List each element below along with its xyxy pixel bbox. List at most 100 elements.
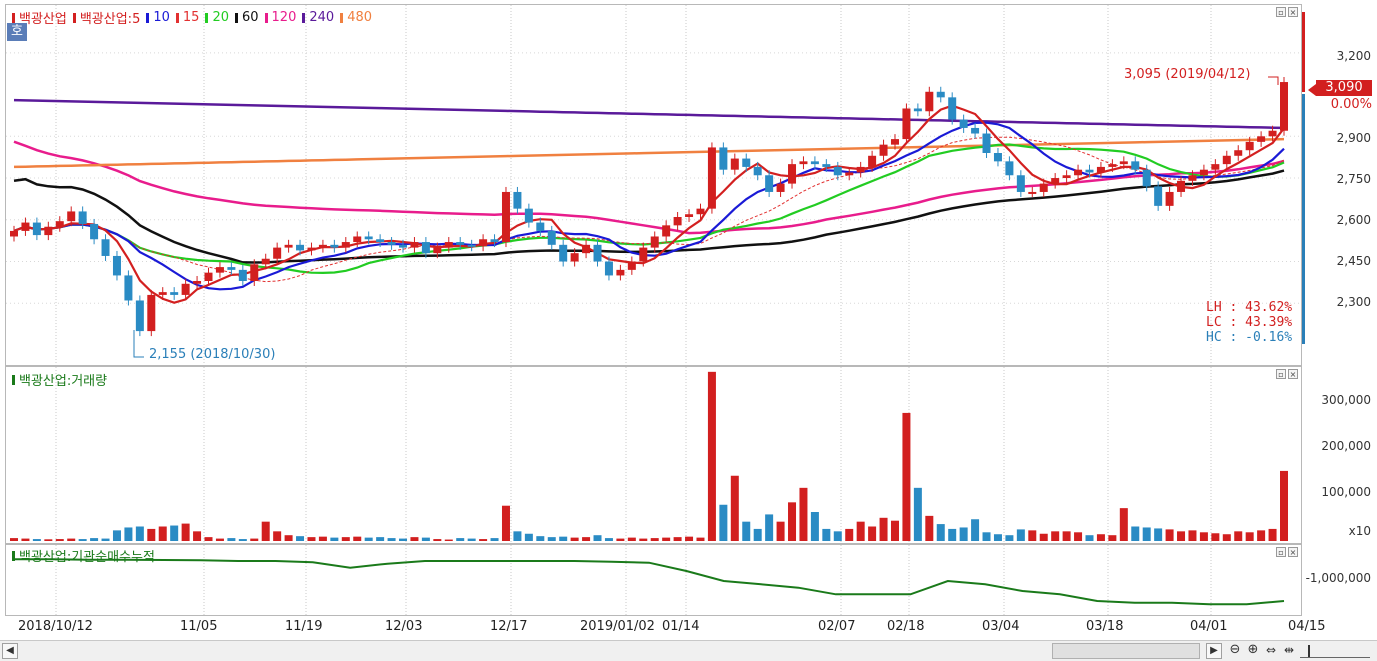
price-axis-line-blue [1302, 94, 1305, 344]
candle-body [913, 108, 922, 112]
legend-marker [12, 12, 15, 23]
price-panel-window-buttons: ▫ × [1276, 7, 1298, 17]
candle-body [1245, 141, 1254, 151]
volume-tick: 100,000 [1321, 485, 1371, 499]
volume-legend-marker [12, 374, 15, 385]
close-icon[interactable]: × [1288, 7, 1298, 17]
candle-body [879, 144, 888, 156]
candle-body [250, 264, 259, 281]
candle-body [158, 292, 167, 295]
fit-arrows-icon[interactable]: ⇔ [1265, 643, 1277, 657]
legend-label: 120 [271, 10, 297, 25]
volume-bar [788, 502, 797, 541]
candle-body [112, 255, 121, 276]
candle-body [170, 292, 179, 295]
reset-icon[interactable]: ⇹ [1283, 643, 1295, 657]
candle-body [101, 239, 110, 256]
candle-body [845, 172, 854, 176]
zoom-out-icon[interactable]: ⊖ [1229, 642, 1241, 657]
candle-body [936, 91, 945, 98]
minimize-icon[interactable]: ▫ [1276, 369, 1286, 379]
legend-marker [234, 12, 238, 23]
volume-bar [399, 538, 408, 541]
candle-body [261, 258, 270, 265]
candle-body [650, 236, 659, 248]
price-tick: 3,200 [1336, 49, 1371, 63]
candle-body [32, 222, 41, 236]
minimize-icon[interactable]: ▫ [1276, 7, 1286, 17]
volume-bar [1199, 532, 1208, 541]
zoom-in-icon[interactable]: ⊕ [1247, 642, 1259, 657]
candle-body [1234, 150, 1243, 156]
volume-bar [1268, 528, 1277, 541]
minimize-icon[interactable]: ▫ [1276, 547, 1286, 557]
volume-bar [10, 538, 18, 541]
candle-body [387, 242, 396, 245]
candle-body [1039, 183, 1048, 192]
price-chart [6, 5, 1301, 365]
close-icon[interactable]: × [1288, 369, 1298, 379]
volume-bar [856, 521, 865, 541]
volume-bar [868, 526, 877, 541]
volume-panel-window-buttons: ▫ × [1276, 369, 1298, 379]
range-slider-handle[interactable] [1308, 645, 1310, 657]
candle-body [810, 161, 819, 165]
volume-bar [158, 526, 167, 541]
volume-bar [250, 538, 259, 541]
chart-scrollbar[interactable]: ◀ ▶ ⊖ ⊕ ⇔ ⇹ [0, 640, 1377, 661]
volume-bar [1245, 532, 1254, 541]
volume-bar [845, 528, 854, 541]
candle-body [822, 164, 831, 167]
candle-body [204, 272, 213, 281]
volume-bar [765, 514, 774, 541]
candle-body [1051, 178, 1060, 184]
volume-tick: 200,000 [1321, 439, 1371, 453]
candle-body [627, 261, 636, 270]
high-price-annotation: 3,095 (2019/04/12) [1124, 67, 1251, 82]
flow-y-axis: -1,000,000 [1302, 544, 1377, 616]
low-arrow-icon [133, 330, 144, 358]
candle-body [21, 222, 30, 231]
ho-badge[interactable]: 호 [7, 23, 27, 41]
volume-bar [467, 538, 476, 541]
legend-label: 10 [153, 10, 170, 25]
candle-body [238, 269, 247, 281]
volume-bar [456, 538, 465, 541]
candle-body [513, 191, 522, 209]
volume-bar [318, 536, 327, 541]
candle-body [124, 275, 133, 301]
x-axis-label: 12/17 [490, 619, 528, 634]
x-axis-label: 03/18 [1086, 619, 1124, 634]
range-slider[interactable] [1300, 645, 1370, 658]
chevron-right-icon[interactable]: ▶ [1206, 643, 1222, 659]
volume-bar [1165, 529, 1174, 541]
volume-bar [78, 539, 87, 541]
change-percent: 0.00% [1330, 97, 1372, 112]
close-icon[interactable]: × [1288, 547, 1298, 557]
volume-bar [673, 537, 682, 541]
volume-bar [67, 538, 76, 541]
candle-body [673, 217, 682, 226]
chevron-left-icon[interactable]: ◀ [2, 643, 18, 659]
volume-legend-label: 백광산업:거래량 [19, 374, 108, 389]
volume-bar [55, 539, 64, 541]
volume-bar [101, 538, 110, 541]
volume-tick: 300,000 [1321, 393, 1371, 407]
x-axis-label: 02/07 [818, 619, 856, 634]
x-axis-label: 04/01 [1190, 619, 1228, 634]
volume-bar [501, 505, 510, 541]
candle-body [742, 158, 751, 167]
low-price-annotation: 2,155 (2018/10/30) [149, 347, 276, 362]
candle-body [227, 267, 236, 270]
scroll-track[interactable] [20, 644, 1050, 658]
candle-body [341, 242, 350, 248]
candle-body [90, 223, 99, 240]
institution-flow-panel: 백광산업:기관순매수누적 ▫ × [5, 544, 1302, 616]
volume-bar [330, 537, 339, 541]
candle-body [467, 244, 476, 247]
volume-bar [1131, 526, 1140, 541]
volume-bar [604, 538, 613, 541]
volume-bar [32, 539, 41, 541]
volume-bar [650, 538, 659, 541]
scroll-thumb[interactable] [1052, 643, 1200, 659]
